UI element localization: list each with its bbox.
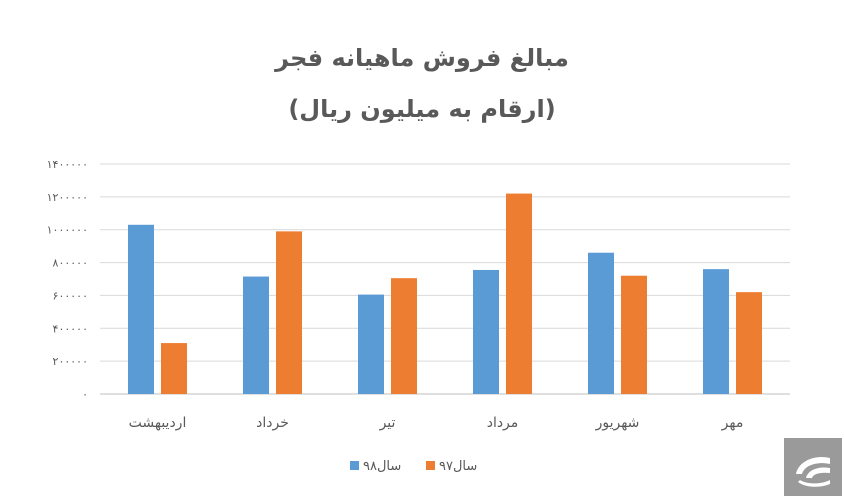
bar: [621, 275, 647, 394]
x-tick-label: خرداد: [256, 415, 289, 431]
bar: [391, 278, 417, 394]
bar: [128, 224, 154, 394]
bar: [473, 269, 499, 394]
fajr-logo-icon: [796, 456, 830, 487]
y-tick-label: ۸۰۰۰۰۰: [53, 257, 88, 270]
logo: [784, 438, 842, 496]
y-tick-label: ۴۰۰۰۰۰: [53, 322, 88, 335]
bar: [588, 252, 614, 394]
bar: [506, 193, 532, 394]
x-tick-label: شهریور: [595, 415, 640, 431]
legend-label: سال۹۷: [439, 459, 477, 474]
y-tick-label: ۱۰۰۰۰۰۰: [47, 224, 88, 237]
y-tick-label: ۰: [82, 388, 88, 401]
x-tick-label: مهر: [721, 415, 744, 431]
x-tick-label: مرداد: [487, 415, 519, 431]
y-tick-label: ۲۰۰۰۰۰: [53, 355, 88, 368]
legend-label: سال۹۸: [363, 459, 401, 474]
bar: [161, 343, 187, 394]
chart-subtitle: (ارقام به میلیون ریال): [288, 95, 556, 123]
y-tick-label: ۱۴۰۰۰۰۰: [47, 158, 88, 171]
bar: [358, 294, 384, 394]
x-tick-label: اردیبهشت: [129, 415, 187, 431]
x-tick-label: تیر: [379, 415, 396, 431]
y-tick-label: ۶۰۰۰۰۰: [53, 289, 88, 302]
bar: [243, 276, 269, 394]
bar: [276, 231, 302, 394]
chart-title: مبالغ فروش ماهیانه فجر: [275, 44, 569, 72]
bar: [736, 292, 762, 394]
legend-swatch: [350, 461, 359, 470]
y-tick-label: ۱۲۰۰۰۰۰: [47, 191, 88, 204]
legend-swatch: [426, 461, 435, 470]
bar: [703, 269, 729, 394]
